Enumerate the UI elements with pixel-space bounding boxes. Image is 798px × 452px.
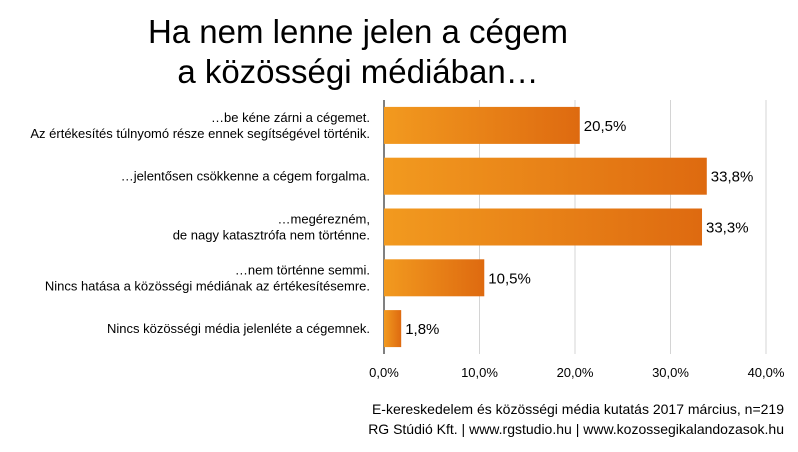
category-label: …jelentősen csökkenne a cégem forgalma. (121, 169, 370, 184)
bar (384, 208, 703, 246)
data-label: 10,5% (488, 270, 531, 287)
chart-title: Ha nem lenne jelen a cégem a közösségi m… (0, 12, 716, 92)
chart-title-line-1: Ha nem lenne jelen a cégem (147, 13, 569, 50)
category-label: …nem történne semmi. Nincs hatása a közös… (45, 262, 370, 293)
x-tick-label: 0,0% (369, 365, 399, 380)
data-label: 1,8% (405, 321, 439, 338)
bar (384, 106, 580, 144)
x-tick-label: 10,0% (461, 365, 498, 380)
footer-credits: RG Stúdió Kft. | www.rgstudio.hu | www.k… (368, 421, 784, 437)
data-label: 33,8% (711, 169, 754, 186)
category-label: Nincs közösségi média jelenléte a cégemn… (107, 321, 370, 336)
footer: E-kereskedelem és közösségi média kutatá… (368, 399, 784, 439)
bar (384, 310, 402, 348)
x-tick-label: 40,0% (748, 365, 785, 380)
category-label: …be kéne zárni a cégemet. Az értékesítés … (30, 110, 370, 141)
chart-title-line-2: a közösségi médiában… (177, 53, 539, 90)
data-label: 20,5% (584, 118, 627, 135)
bar (384, 157, 707, 195)
x-tick-label: 20,0% (557, 365, 594, 380)
bar (384, 259, 485, 297)
footer-source: E-kereskedelem és közösségi média kutatá… (371, 401, 784, 417)
labels: 0,0% 10,0% 20,0% 30,0% 40,0% 20,5% …be kéne zá… (30, 110, 784, 380)
x-tick-label: 30,0% (652, 365, 689, 380)
category-label: …megérezném, de nagy katasztrófa nem tört… (173, 212, 370, 243)
bars (384, 106, 707, 348)
data-label: 33,3% (706, 220, 749, 237)
